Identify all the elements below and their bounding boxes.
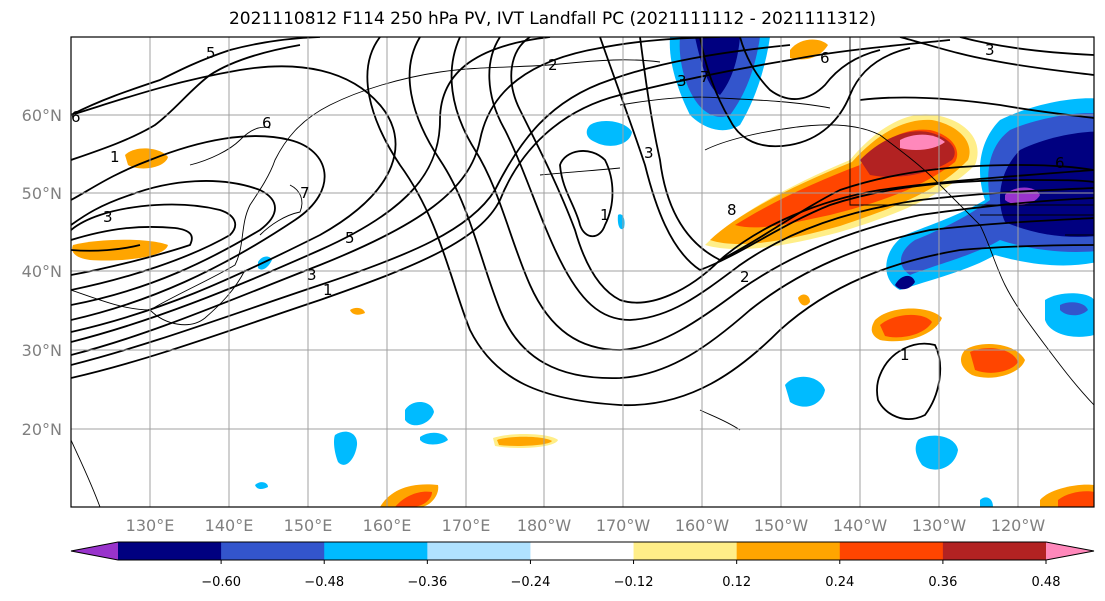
contour-label: 3 [307, 266, 317, 284]
colorbar-extend-max [1046, 542, 1094, 560]
contour-label: 5 [345, 229, 355, 247]
colorbar-extend-min [71, 542, 118, 560]
colorbar-tick-label: −0.36 [407, 575, 447, 590]
colorbar-tick-label: −0.48 [304, 575, 344, 590]
colorbar-tick-label: −0.60 [201, 575, 241, 590]
colorbar-tick-label: −0.12 [614, 575, 654, 590]
lat-label: 30°N [22, 341, 62, 360]
colorbar-outline [70, 541, 1095, 561]
lon-label: 180°W [517, 516, 572, 535]
colorbar-ticks: −0.60 −0.48 −0.36 −0.24 −0.12 0.12 0.24 0.36 0.4… [201, 560, 1061, 590]
colorbar-tick-label: −0.24 [511, 575, 551, 590]
contour-label: 6 [262, 114, 272, 132]
contour-label: 3 [985, 41, 995, 59]
lon-label: 140°E [205, 516, 254, 535]
contour-label: 6 [1055, 154, 1065, 172]
lon-label: 170°W [596, 516, 651, 535]
lon-label: 150°E [284, 516, 333, 535]
colorbar-segment [530, 542, 635, 560]
colorbar-tick-label: 0.12 [722, 575, 751, 590]
colorbar-tick-label: 0.36 [928, 575, 957, 590]
colorbar-segments [71, 542, 1094, 560]
lon-label: 130°W [912, 516, 967, 535]
gridlines [71, 37, 1094, 507]
colorbar: −0.60 −0.48 −0.36 −0.24 −0.12 0.12 0.24 0.36 0.4… [70, 541, 1095, 590]
colorbar-segment [324, 542, 428, 560]
colorbar-segment [427, 542, 531, 560]
latitude-labels: 60°N 50°N 40°N 30°N 20°N [22, 106, 62, 439]
contour-label: 3 [103, 208, 113, 226]
contour-label: 1 [900, 346, 910, 364]
contour-label: 2 [548, 56, 558, 74]
lon-label: 120°W [991, 516, 1046, 535]
contour-label: 8 [727, 201, 737, 219]
contour-label: 6 [71, 108, 81, 126]
colorbar-segment [839, 542, 944, 560]
lon-label: 170°E [442, 516, 491, 535]
lon-label: 130°E [126, 516, 175, 535]
contour-label: 7 [700, 68, 710, 86]
lat-label: 40°N [22, 262, 62, 281]
contour-label: 3 [644, 144, 654, 162]
colorbar-tick-label: 0.48 [1032, 575, 1061, 590]
contour-label: 7 [300, 184, 310, 202]
contour-label: 1 [110, 148, 120, 166]
lat-label: 60°N [22, 106, 62, 125]
contour-label: 2 [740, 268, 750, 286]
lat-label: 50°N [22, 184, 62, 203]
colorbar-segment [221, 542, 325, 560]
contour-label: 5 [206, 44, 216, 62]
contour-label: 1 [323, 281, 333, 299]
longitude-labels: 130°E 140°E 150°E 160°E 170°E 180°W 170°… [126, 516, 1046, 535]
lat-label: 20°N [22, 420, 62, 439]
lon-label: 140°W [833, 516, 888, 535]
map-border [70, 36, 1095, 508]
contour-label: 6 [820, 49, 830, 67]
colorbar-segment [118, 542, 222, 560]
colorbar-segment [633, 542, 738, 560]
lon-label: 150°W [754, 516, 809, 535]
map-title: 2021110812 F114 250 hPa PV, IVT Landfall… [228, 9, 876, 29]
colorbar-segment [736, 542, 841, 560]
contour-label: 3 [677, 72, 687, 90]
lon-label: 160°E [363, 516, 412, 535]
colorbar-tick-label: 0.24 [825, 575, 854, 590]
pv-contours [71, 37, 1094, 420]
colorbar-segment [942, 542, 1047, 560]
contour-labels: 5 6 6 3 2 3 8 2 3 1 5 3 1 1 7 6 3 7 1 6 [71, 41, 1065, 364]
contour-label: 1 [600, 206, 610, 224]
lon-label: 160°W [675, 516, 730, 535]
